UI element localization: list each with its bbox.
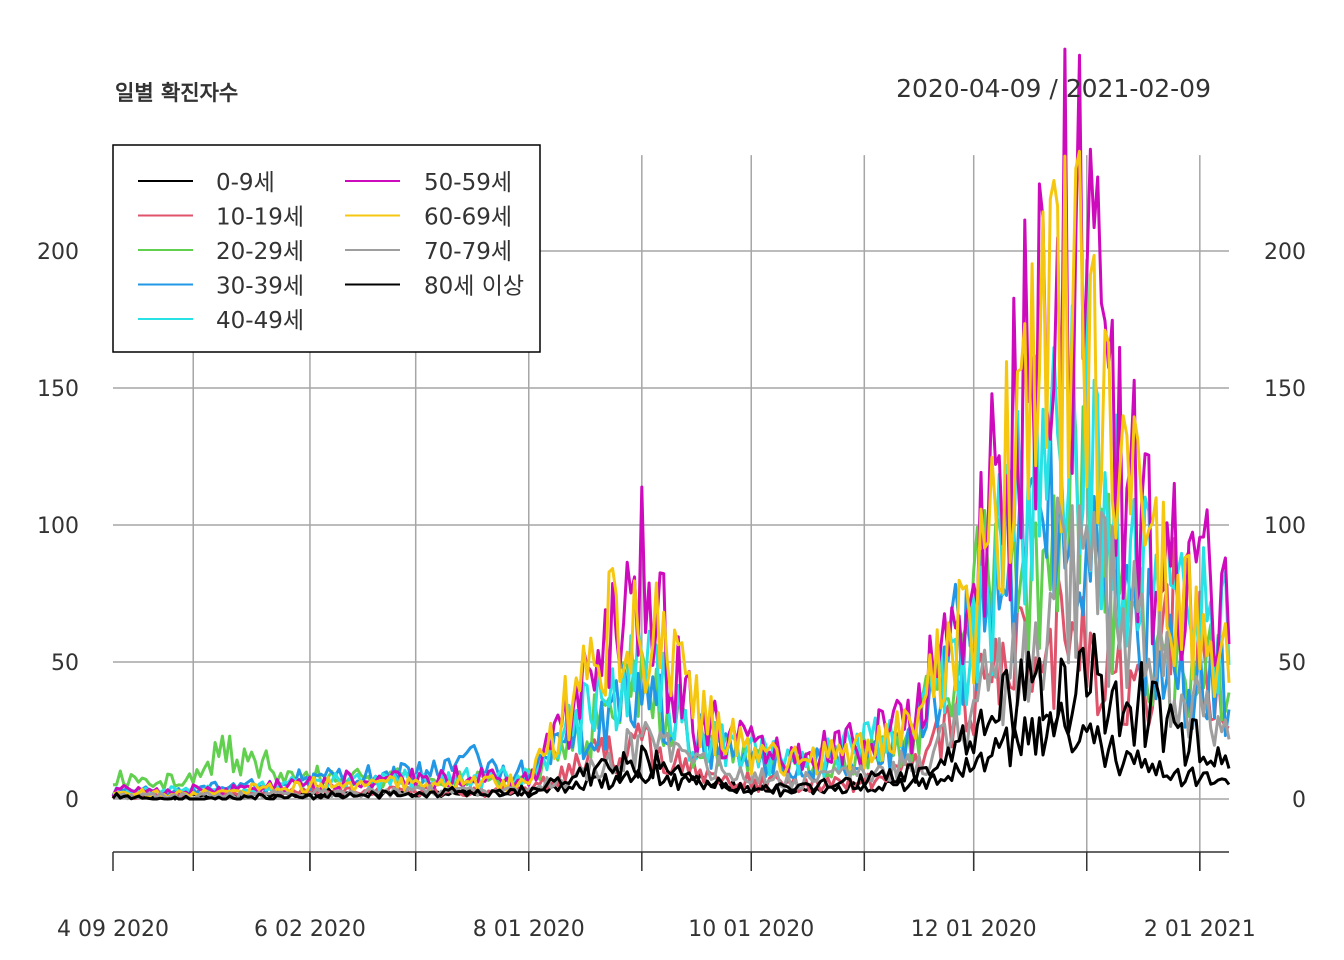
series-lines	[111, 47, 1231, 801]
chart-title: 일별 확진자수	[115, 81, 238, 105]
series-line	[112, 496, 1231, 801]
y-tick-label-right: 150	[1264, 377, 1306, 402]
x-tick-label: 8 01 2020	[473, 917, 585, 942]
x-tick-label: 4 09 2020	[57, 917, 169, 942]
series-line	[111, 632, 1231, 801]
y-axis-right: 0 50 100 150 200	[1264, 240, 1306, 813]
legend-label: 80세 이상	[424, 274, 524, 300]
legend-label: 60-69세	[424, 205, 512, 231]
legend-label: 10-19세	[216, 205, 304, 231]
x-tick-label: 12 01 2020	[911, 917, 1037, 942]
x-tick-label: 6 02 2020	[254, 917, 366, 942]
x-tick-label: 10 01 2020	[688, 917, 814, 942]
date-range-label: 2020-04-09 / 2021-02-09	[896, 74, 1211, 103]
y-tick-label-left: 200	[37, 240, 79, 265]
series-line	[112, 418, 1231, 796]
y-tick-label-left: 150	[37, 377, 79, 402]
y-axis-left: 0 50 100 150 200	[37, 240, 79, 813]
y-tick-label-right: 0	[1292, 788, 1306, 813]
y-tick-label-left: 0	[65, 788, 79, 813]
y-tick-label-right: 200	[1264, 240, 1306, 265]
series-line	[112, 149, 1231, 799]
y-tick-label-left: 100	[37, 514, 79, 539]
legend-label: 50-59세	[424, 170, 512, 196]
y-tick-label-left: 50	[51, 651, 79, 676]
x-tick-label: 2 01 2021	[1144, 917, 1256, 942]
legend-label: 40-49세	[216, 308, 304, 334]
legend: 0-9세 10-19세 20-29세 30-39세 40-49세 50-59세 60-69세…	[112, 144, 541, 353]
legend-label: 20-29세	[216, 239, 304, 265]
legend-box	[112, 144, 541, 353]
y-tick-label-right: 50	[1278, 651, 1306, 676]
legend-label: 70-79세	[424, 239, 512, 265]
x-axis-ticks: 4 09 2020 6 02 2020 8 01 2020 10 01 2020 12 …	[57, 852, 1256, 942]
legend-label: 30-39세	[216, 274, 304, 300]
y-tick-label-right: 100	[1264, 514, 1306, 539]
legend-label: 0-9세	[216, 170, 275, 196]
